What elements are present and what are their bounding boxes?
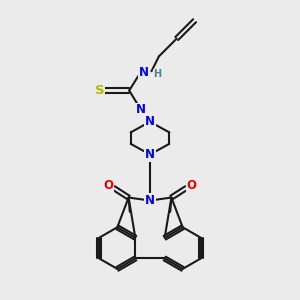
Text: N: N bbox=[145, 194, 155, 207]
Text: N: N bbox=[136, 103, 146, 116]
Text: O: O bbox=[103, 178, 113, 192]
Text: N: N bbox=[145, 148, 155, 161]
Text: O: O bbox=[187, 178, 196, 192]
Text: N: N bbox=[145, 115, 155, 128]
Text: H: H bbox=[153, 69, 161, 79]
Text: S: S bbox=[95, 84, 104, 97]
Text: N: N bbox=[139, 66, 149, 79]
